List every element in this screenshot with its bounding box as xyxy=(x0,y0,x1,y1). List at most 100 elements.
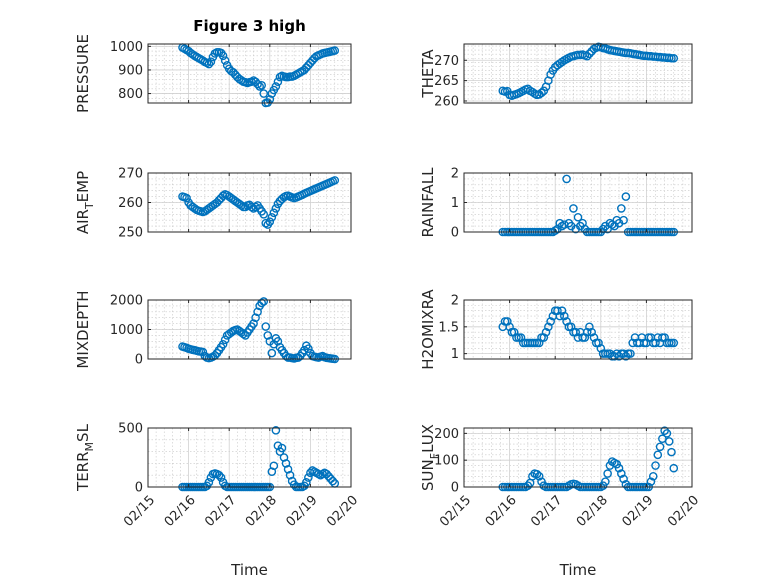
subplot-5: 0 1000 2000 MIXDEPTH xyxy=(74,290,352,369)
y-axis-label: RAINFALL xyxy=(419,167,437,238)
y-tick-label: 260 xyxy=(118,196,143,211)
data-point xyxy=(269,461,279,471)
data-point xyxy=(204,477,214,487)
y-tick-label: 2 xyxy=(451,294,459,309)
y-tick-label: 260 xyxy=(434,94,459,109)
data-point xyxy=(249,319,258,328)
data-point xyxy=(617,469,626,478)
subplot-1: 800 900 1000 PRESSURE Figure 3 high xyxy=(74,17,352,113)
data-point xyxy=(239,329,248,339)
y-label-rest: EMP xyxy=(74,171,92,202)
data-point xyxy=(218,339,228,349)
y-tick-label: 0 xyxy=(135,353,143,368)
y-axis-label: SUNFLUX xyxy=(419,424,441,491)
data-point xyxy=(648,471,658,481)
series-markers xyxy=(178,43,340,108)
data-point xyxy=(532,469,542,479)
series-markers xyxy=(178,297,340,364)
data-point xyxy=(617,204,626,213)
data-point xyxy=(516,333,526,342)
y-tick-label: 200 xyxy=(434,427,459,442)
y-label-rest: LUX xyxy=(419,424,437,453)
y-tick-label: 1 xyxy=(451,347,459,362)
data-point xyxy=(660,333,669,342)
y-label-main: SUN xyxy=(419,459,437,491)
data-point xyxy=(534,471,544,481)
data-point xyxy=(646,477,656,486)
data-point xyxy=(304,473,313,482)
data-point xyxy=(585,49,594,59)
data-point xyxy=(261,218,271,228)
data-point xyxy=(539,333,549,342)
y-tick-label: 2 xyxy=(451,167,459,182)
data-point xyxy=(220,56,230,65)
y-tick-label: 270 xyxy=(118,167,143,182)
data-point xyxy=(279,453,289,462)
y-label-subscript: F xyxy=(428,453,441,459)
data-point xyxy=(619,215,628,225)
y-label-main: AIR xyxy=(74,209,92,234)
data-point xyxy=(330,46,340,55)
data-point xyxy=(251,202,260,212)
data-point xyxy=(534,338,544,348)
data-point xyxy=(259,89,269,98)
y-axis-label: MIXDEPTH xyxy=(74,290,92,368)
data-point xyxy=(220,335,230,345)
data-point xyxy=(585,322,594,332)
data-point xyxy=(218,51,228,61)
data-point xyxy=(589,333,599,342)
y-tick-label: 270 xyxy=(434,54,459,69)
data-point xyxy=(259,297,269,306)
y-tick-label: 100 xyxy=(434,454,459,469)
y-axis-label: THETA xyxy=(419,49,437,99)
data-point xyxy=(664,437,674,446)
x-axis-label: Time xyxy=(559,561,597,579)
data-point xyxy=(328,476,338,486)
x-axis-label: Time xyxy=(230,561,268,579)
y-tick-label: 500 xyxy=(118,422,143,437)
data-point xyxy=(626,349,635,358)
y-tick-label: 265 xyxy=(434,74,459,89)
data-point xyxy=(587,327,596,337)
data-point xyxy=(206,57,216,67)
data-point xyxy=(553,306,562,316)
axes-frame xyxy=(463,427,693,488)
data-point xyxy=(257,298,266,308)
data-point xyxy=(285,470,295,480)
y-tick-label: 0 xyxy=(135,481,143,496)
data-point xyxy=(571,327,581,337)
chart-title: Figure 3 high xyxy=(193,17,306,35)
data-point xyxy=(655,442,665,452)
data-point xyxy=(269,208,279,218)
data-point xyxy=(569,204,578,213)
data-point xyxy=(651,338,660,348)
data-point xyxy=(523,481,533,490)
data-point xyxy=(259,209,269,219)
series-markers xyxy=(178,176,340,229)
y-axis-label: H2OMIXRA xyxy=(419,289,437,370)
axes-frame xyxy=(463,43,693,104)
data-point xyxy=(503,317,512,326)
data-point xyxy=(544,322,553,332)
y-label-main: TERR xyxy=(74,451,92,492)
data-point xyxy=(302,477,311,487)
y-tick-label: 0 xyxy=(451,481,459,496)
data-point xyxy=(669,53,679,63)
data-point xyxy=(247,202,256,212)
data-point xyxy=(619,474,628,484)
data-point xyxy=(562,317,571,326)
data-point xyxy=(330,176,340,185)
subplot-4: 0 1 2 RAINFALL xyxy=(419,167,693,241)
axes-frame xyxy=(463,299,693,360)
data-point xyxy=(541,327,551,337)
data-point xyxy=(251,313,260,323)
data-point xyxy=(621,192,631,201)
y-axis-label: PRESSURE xyxy=(74,34,92,113)
series-markers xyxy=(498,42,679,100)
data-point xyxy=(253,79,262,89)
data-point xyxy=(218,191,228,201)
series-markers xyxy=(498,306,679,361)
data-point xyxy=(306,468,315,478)
